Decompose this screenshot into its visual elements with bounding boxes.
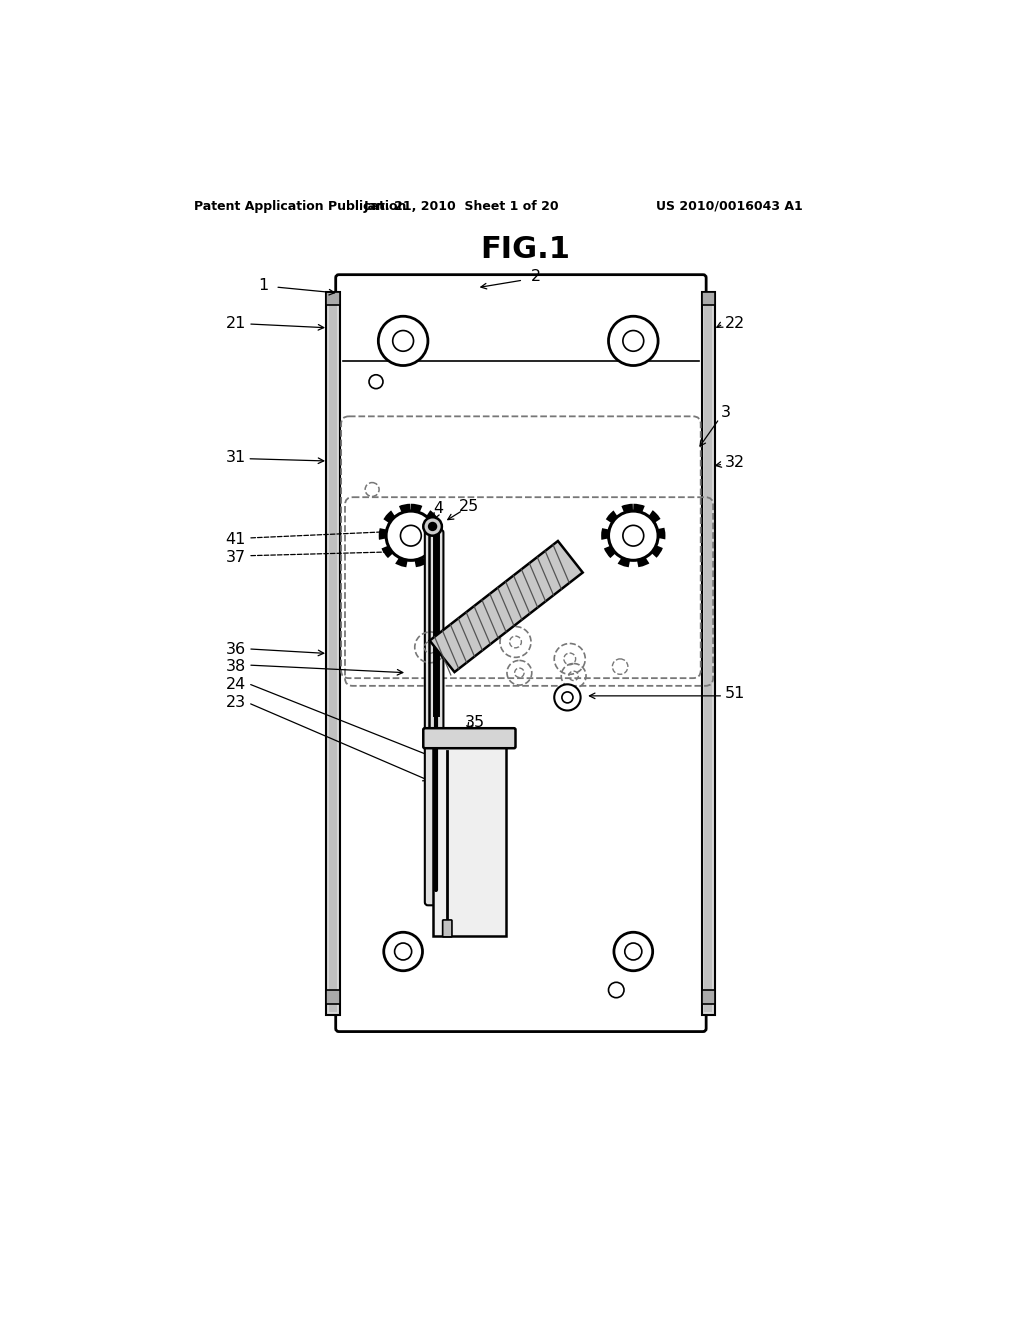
Circle shape (562, 692, 573, 702)
FancyBboxPatch shape (425, 529, 443, 906)
Bar (701, 292, 716, 1015)
Circle shape (625, 942, 642, 960)
Circle shape (386, 511, 435, 561)
Bar (329, 294, 337, 1011)
Circle shape (608, 982, 624, 998)
Text: 1: 1 (258, 279, 268, 293)
Text: 41: 41 (225, 532, 246, 546)
Text: FIG.1: FIG.1 (480, 235, 569, 264)
Circle shape (623, 525, 644, 546)
Text: 51: 51 (725, 686, 745, 701)
Text: 24: 24 (225, 677, 246, 692)
Text: 21: 21 (225, 317, 246, 331)
Circle shape (400, 525, 421, 546)
FancyBboxPatch shape (423, 729, 515, 748)
Circle shape (394, 942, 412, 960)
Bar (327, 990, 340, 1003)
Text: 2: 2 (531, 269, 542, 284)
Bar (701, 990, 716, 1003)
Text: 31: 31 (225, 450, 246, 465)
FancyBboxPatch shape (336, 275, 707, 1032)
Circle shape (369, 375, 383, 388)
FancyBboxPatch shape (442, 920, 452, 937)
Circle shape (429, 523, 436, 531)
Text: 25: 25 (459, 499, 479, 513)
Text: US 2010/0016043 A1: US 2010/0016043 A1 (655, 199, 802, 213)
Polygon shape (430, 541, 583, 672)
Text: 35: 35 (464, 715, 484, 730)
Text: 32: 32 (725, 455, 744, 470)
Text: 5: 5 (553, 549, 563, 565)
Text: 3: 3 (721, 405, 731, 420)
Circle shape (554, 684, 581, 710)
Bar (432, 743, 506, 936)
Circle shape (393, 330, 414, 351)
Text: 4: 4 (433, 502, 443, 516)
Bar (327, 292, 340, 1015)
Text: 37: 37 (225, 549, 246, 565)
Circle shape (608, 317, 658, 366)
Text: 36: 36 (225, 642, 246, 657)
Circle shape (384, 932, 423, 970)
Bar (327, 292, 340, 305)
Text: 22: 22 (725, 317, 745, 331)
Circle shape (423, 517, 442, 536)
Text: Jan. 21, 2010  Sheet 1 of 20: Jan. 21, 2010 Sheet 1 of 20 (364, 199, 559, 213)
Circle shape (378, 317, 428, 366)
Bar (703, 294, 713, 1011)
Bar (701, 292, 716, 305)
Circle shape (614, 932, 652, 970)
Text: 38: 38 (225, 659, 246, 675)
Circle shape (623, 330, 644, 351)
Text: 23: 23 (225, 696, 246, 710)
Circle shape (608, 511, 658, 561)
Text: Patent Application Publication: Patent Application Publication (194, 199, 407, 213)
